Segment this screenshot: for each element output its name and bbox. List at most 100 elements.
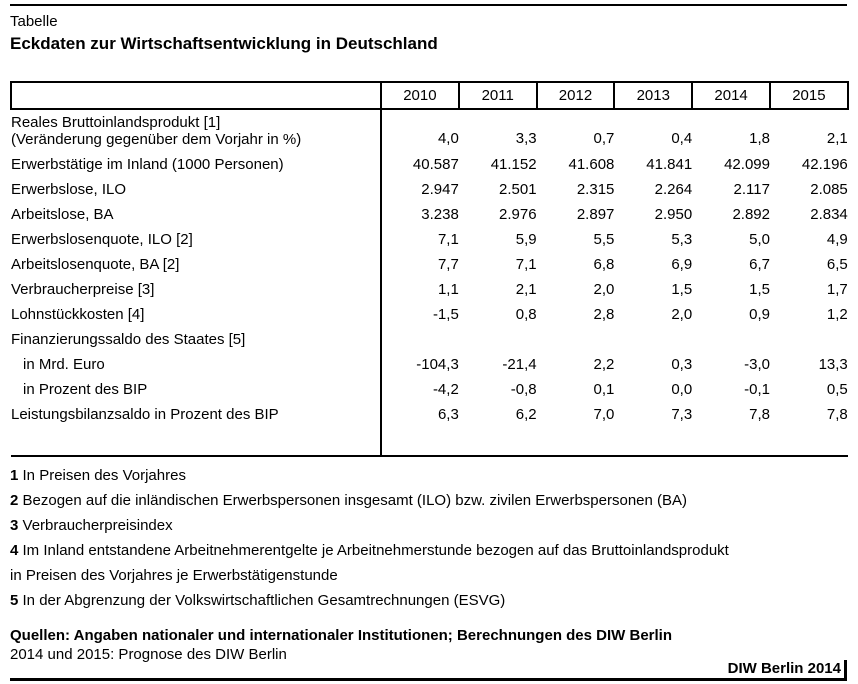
cell-value: 0,0 [671, 381, 693, 398]
cell-value: 5,5 [593, 231, 615, 248]
table-header-row: 2010 2011 2012 2013 2014 2015 [10, 81, 849, 110]
cell-value: 1,7 [826, 281, 848, 298]
cell-value: 40.587 [412, 156, 459, 173]
cell-value: 2,8 [593, 306, 615, 323]
cell-value: 2.834 [810, 206, 848, 223]
footnote-number: 1 [10, 467, 19, 484]
table-row: Verbraucherpreise [3] 1,1 2,1 2,0 1,5 1,5 1,7 [11, 277, 848, 302]
source-line: Quellen: Angaben nationaler und internat… [10, 627, 672, 644]
spacer-label-cell [11, 427, 382, 456]
cell-value: 2.501 [499, 181, 537, 198]
row-label: Erwerbslosenquote, ILO [2] [11, 227, 382, 252]
cell-value: 2.264 [654, 181, 693, 198]
row-label: Leistungsbilanzsaldo in Prozent des BIP [11, 402, 382, 427]
signature-row: DIW Berlin 2014 [10, 660, 847, 678]
cell-value: 2.892 [732, 206, 770, 223]
row-label-text: Verbraucherpreise [3] [11, 281, 155, 298]
footnote-number: 4 [10, 542, 19, 559]
spacer-cell [537, 427, 615, 456]
cell-value: 0,8 [515, 306, 537, 323]
footnote-item: 2 Bezogen auf die inländischen Erwerbspe… [10, 488, 847, 513]
footnote-number: 3 [10, 517, 19, 534]
cell-value: 7,8 [749, 406, 770, 423]
cell-value: 1,1 [437, 281, 459, 298]
row-label-text: in Mrd. Euro [23, 356, 105, 373]
cell-value: 4,0 [437, 130, 459, 147]
cell-value: -104,3 [416, 356, 459, 373]
cell-value: 1,8 [749, 130, 770, 147]
cell-value: 5,9 [515, 231, 537, 248]
row-label-subtext: (Veränderung gegenüber dem Vorjahr in %) [11, 131, 302, 148]
row-label-text: Erwerbslose, ILO [11, 181, 127, 198]
cell-value: 2.117 [733, 181, 770, 198]
table-row: Arbeitslose, BA 3.238 2.976 2.897 2.950 2.892… [11, 202, 848, 227]
cell-value: 5,3 [671, 231, 693, 248]
cell-value: 41.608 [568, 156, 615, 173]
top-rule [10, 4, 847, 6]
cell-value: 7,0 [593, 406, 615, 423]
column-header-year: 2015 [768, 81, 849, 110]
cell-value: 7,1 [515, 256, 537, 273]
economic-data-table: 2010 2011 2012 2013 2014 2015 Reales Bruttoin… [10, 81, 849, 457]
cell-value: -3,0 [744, 356, 770, 373]
cell-value: -4,2 [432, 381, 459, 398]
cell-value [692, 327, 770, 352]
table-row: Erwerbstätige im Inland (1000 Personen) 4… [11, 152, 848, 177]
row-label: Verbraucherpreise [3] [11, 277, 382, 302]
cell-value: 6,3 [437, 406, 459, 423]
column-header-year: 2012 [535, 81, 616, 110]
footnote-text: Verbraucherpreisindex [22, 517, 173, 534]
footnote-text: Bezogen auf die inländischen Erwerbspers… [22, 492, 688, 509]
cell-value: 6,8 [593, 256, 615, 273]
cell-value: 2,1 [826, 130, 848, 147]
cell-value [537, 327, 615, 352]
cell-value: 13,3 [818, 356, 848, 373]
row-label-text: Finanzierungssaldo des Staates [5] [11, 331, 246, 348]
table-row: in Mrd. Euro -104,3 -21,4 2,2 0,3 -3,0 13,3 [11, 352, 848, 377]
cell-value: 2,0 [671, 306, 693, 323]
cell-value: 0,7 [593, 130, 615, 147]
cell-value: 42.196 [801, 156, 848, 173]
footnote-number: 2 [10, 492, 19, 509]
cell-value: -0,8 [510, 381, 537, 398]
table-row: Erwerbslosenquote, ILO [2] 7,1 5,9 5,5 5,3 5,… [11, 227, 848, 252]
footnote-item: 4 Im Inland entstandene Arbeitnehmerentg… [10, 538, 847, 563]
row-label: in Prozent des BIP [11, 377, 382, 402]
row-label: Lohnstückkosten [4] [11, 302, 382, 327]
cell-value: 6,7 [749, 256, 770, 273]
cell-value: 6,9 [671, 256, 693, 273]
cell-value [614, 327, 692, 352]
row-label-text: Erwerbslosenquote, ILO [2] [11, 231, 193, 248]
footnote-item: in Preisen des Vorjahres je Erwerbstätig… [10, 563, 847, 588]
forecast-note: 2014 und 2015: Prognose des DIW Berlin [10, 646, 287, 663]
row-label: Erwerbslose, ILO [11, 177, 382, 202]
cell-value: -1,5 [432, 306, 459, 323]
cell-value: 41.152 [490, 156, 537, 173]
cell-value: 7,3 [671, 406, 693, 423]
spacer-cell [692, 427, 770, 456]
table-kicker: Tabelle [10, 13, 58, 30]
spacer-cell [770, 427, 848, 456]
cell-value [459, 327, 537, 352]
footnote-text: Im Inland entstandene Arbeitnehmerentgel… [22, 542, 729, 559]
column-header-empty [10, 81, 382, 110]
column-header-year: 2013 [613, 81, 694, 110]
cell-value: 6,2 [515, 406, 537, 423]
cell-value: 2.947 [421, 181, 459, 198]
row-label: Arbeitslose, BA [11, 202, 382, 227]
cell-value: 7,1 [437, 231, 459, 248]
row-label-text: Lohnstückkosten [4] [11, 306, 145, 323]
spacer-cell [381, 427, 459, 456]
cell-value: 7,7 [437, 256, 459, 273]
cell-value: 1,2 [826, 306, 848, 323]
row-label: Reales Bruttoinlandsprodukt [1] (Veränder… [11, 109, 382, 152]
table-row: in Prozent des BIP -4,2 -0,8 0,1 0,0 -0,1 0,5 [11, 377, 848, 402]
cell-value: 4,9 [826, 231, 848, 248]
footnote-text: in Preisen des Vorjahres je Erwerbstätig… [10, 567, 338, 584]
footnote-item: 3 Verbraucherpreisindex [10, 513, 847, 538]
row-label-text: in Prozent des BIP [23, 381, 148, 398]
diw-signature: DIW Berlin 2014 [728, 660, 847, 678]
column-header-year: 2011 [457, 81, 538, 110]
table-row: Arbeitslosenquote, BA [2] 7,7 7,1 6,8 6,9 6,7… [11, 252, 848, 277]
footnotes: 1 In Preisen des Vorjahres 2 Bezogen auf … [10, 463, 847, 613]
